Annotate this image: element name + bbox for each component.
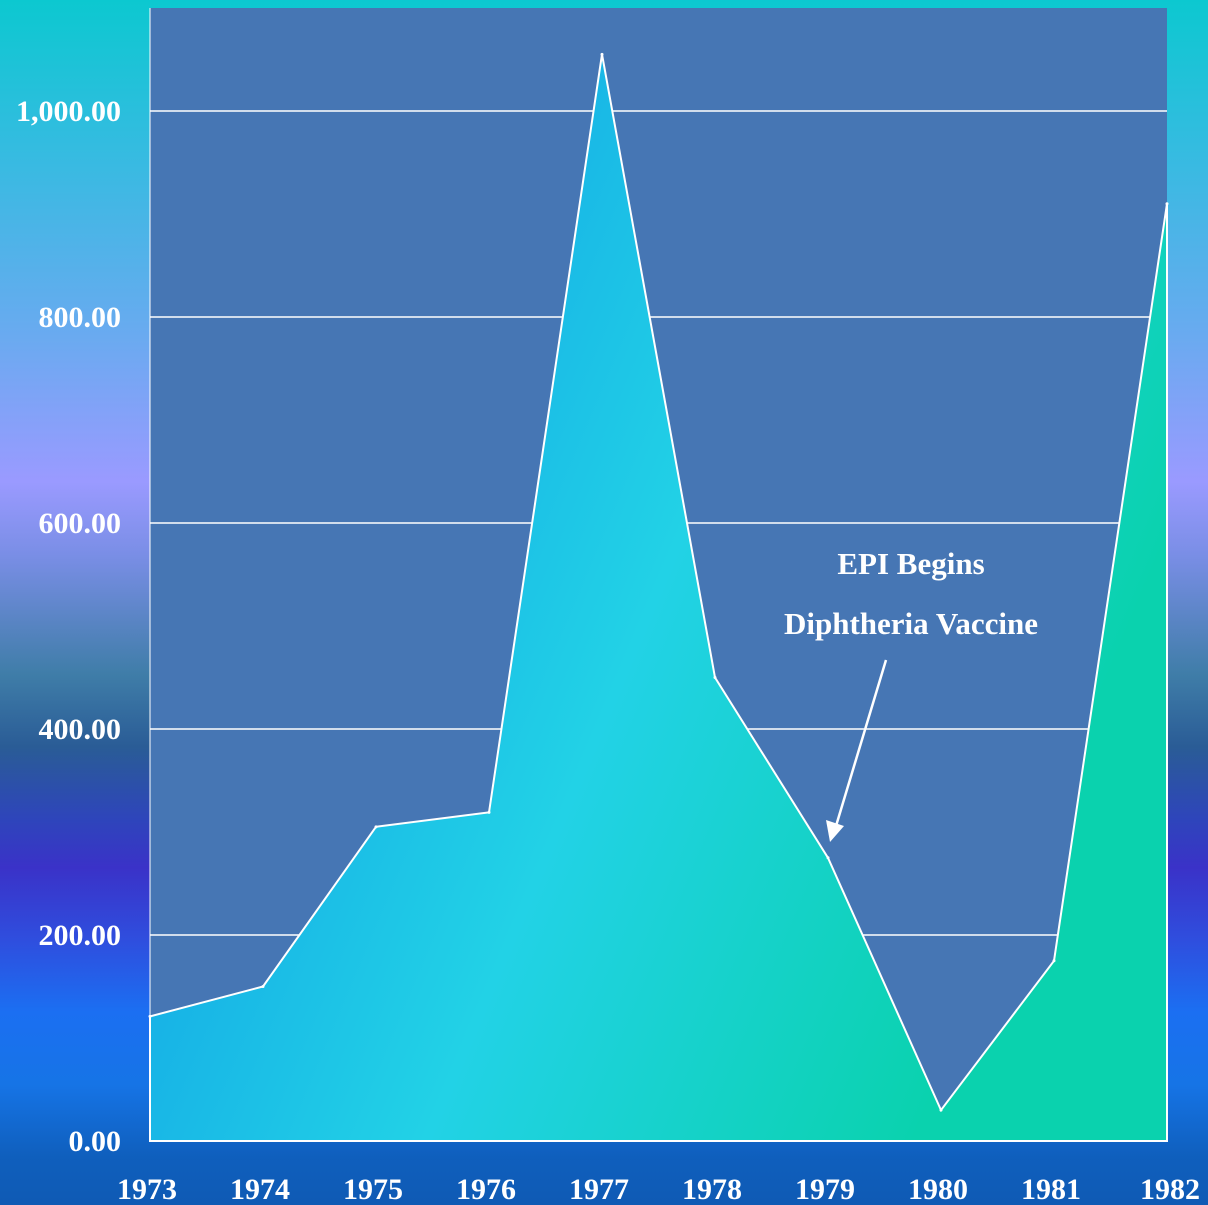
annotation-line-1: EPI Begins: [837, 546, 984, 581]
x-tick-label: 1982: [1140, 1173, 1200, 1205]
y-tick-label: 200.00: [39, 919, 122, 952]
data-point: [1052, 959, 1056, 963]
data-point: [826, 856, 830, 860]
data-point: [713, 676, 717, 679]
x-tick-label: 1973: [117, 1173, 177, 1205]
data-point: [487, 810, 491, 814]
x-axis-ticks: 1973 1974 1975 1976 1977 1978 1979 1980 1981 1982: [117, 1173, 1200, 1205]
y-tick-label: 800.00: [39, 301, 122, 334]
x-tick-label: 1980: [908, 1173, 968, 1205]
annotation-line-2: Diphtheria Vaccine: [784, 606, 1038, 641]
x-tick-label: 1981: [1021, 1173, 1081, 1205]
data-point: [261, 985, 265, 988]
x-tick-label: 1976: [456, 1173, 516, 1205]
x-tick-label: 1977: [569, 1173, 629, 1205]
annotation: EPI Begins Diphtheria Vaccine: [784, 546, 1038, 842]
y-tick-label: 1,000.00: [16, 95, 121, 128]
y-tick-label: 600.00: [39, 507, 122, 540]
y-tick-label: 0.00: [69, 1125, 122, 1158]
x-tick-label: 1978: [682, 1173, 742, 1205]
x-tick-label: 1979: [795, 1173, 855, 1205]
data-points: [148, 52, 1169, 1112]
x-tick-label: 1974: [230, 1173, 290, 1205]
y-axis-ticks: 0.00 200.00 400.00 600.00 800.00 1,000.00: [16, 95, 121, 1158]
annotation-arrow-line: [834, 659, 888, 827]
annotation-arrow-head: [826, 820, 844, 842]
data-point: [600, 52, 604, 56]
x-tick-label: 1975: [343, 1173, 403, 1205]
data-point: [374, 825, 378, 829]
data-point: [1165, 202, 1169, 206]
y-tick-label: 400.00: [39, 713, 122, 746]
data-point: [939, 1108, 943, 1112]
